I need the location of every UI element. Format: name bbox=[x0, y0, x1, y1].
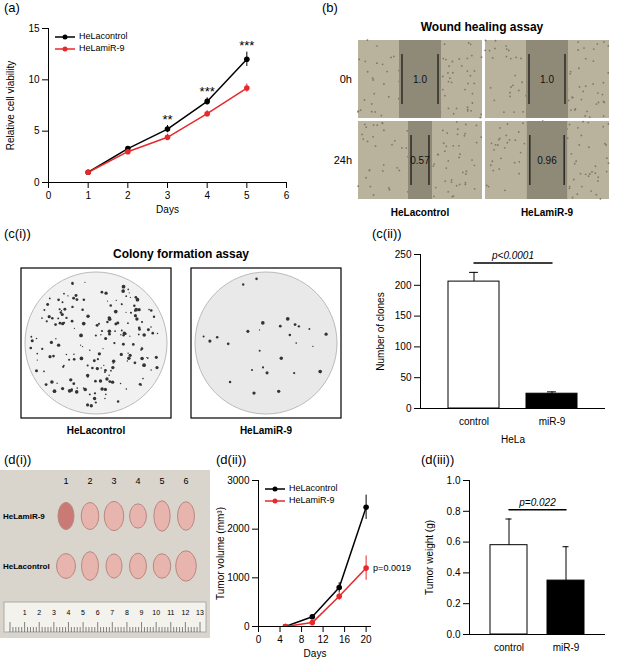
svg-text:11: 11 bbox=[167, 609, 174, 616]
svg-text:2: 2 bbox=[87, 476, 92, 486]
svg-text:***: *** bbox=[200, 84, 215, 99]
html-text:(d(ii)): (d(ii)) bbox=[216, 452, 247, 467]
svg-text:control: control bbox=[494, 642, 524, 653]
svg-text:**: ** bbox=[162, 112, 172, 127]
svg-text:12: 12 bbox=[181, 609, 189, 616]
html-text:(c(ii)): (c(ii)) bbox=[372, 226, 402, 241]
svg-text:15: 15 bbox=[28, 23, 40, 34]
svg-text:1.0: 1.0 bbox=[540, 74, 554, 85]
svg-text:16: 16 bbox=[339, 634, 351, 645]
svg-text:Relative cell viability: Relative cell viability bbox=[5, 61, 16, 150]
svg-text:p<0.0001: p<0.0001 bbox=[491, 250, 534, 261]
svg-text:24h: 24h bbox=[334, 154, 352, 166]
svg-text:0.96: 0.96 bbox=[537, 155, 557, 166]
svg-text:0.57: 0.57 bbox=[410, 155, 430, 166]
svg-text:1000: 1000 bbox=[227, 572, 250, 583]
svg-text:Days: Days bbox=[304, 648, 327, 659]
svg-text:***: *** bbox=[239, 38, 254, 53]
svg-text:HeLacontrol: HeLacontrol bbox=[391, 207, 450, 218]
svg-text:HeLacontrol: HeLacontrol bbox=[67, 425, 126, 436]
html-text:HeLacontrol: HeLacontrol bbox=[289, 483, 338, 493]
svg-text:150: 150 bbox=[395, 310, 412, 321]
svg-text:9: 9 bbox=[140, 609, 144, 616]
svg-text:10: 10 bbox=[152, 609, 160, 616]
svg-text:100: 100 bbox=[395, 341, 412, 352]
svg-text:0: 0 bbox=[256, 634, 262, 645]
svg-text:3: 3 bbox=[52, 609, 56, 616]
svg-text:4: 4 bbox=[135, 476, 140, 486]
svg-text:13: 13 bbox=[196, 609, 204, 616]
svg-text:6: 6 bbox=[183, 476, 188, 486]
svg-text:1: 1 bbox=[23, 609, 27, 616]
svg-text:0: 0 bbox=[406, 403, 412, 414]
svg-text:Tumor volume (mm³): Tumor volume (mm³) bbox=[215, 507, 226, 600]
svg-text:0h: 0h bbox=[340, 73, 352, 85]
svg-text:p=0.0019: p=0.0019 bbox=[373, 563, 411, 573]
svg-text:6: 6 bbox=[96, 609, 100, 616]
svg-text:20: 20 bbox=[361, 634, 373, 645]
svg-text:miR-9: miR-9 bbox=[553, 642, 580, 653]
svg-text:HeLamiR-9: HeLamiR-9 bbox=[240, 425, 293, 436]
svg-text:2000: 2000 bbox=[227, 523, 250, 534]
svg-text:0.4: 0.4 bbox=[447, 567, 461, 578]
svg-text:1.0: 1.0 bbox=[447, 475, 461, 486]
svg-text:Colony formation assay: Colony formation assay bbox=[113, 247, 249, 261]
svg-text:p=0.022: p=0.022 bbox=[518, 497, 556, 508]
svg-text:5: 5 bbox=[159, 476, 164, 486]
html-text:(a): (a) bbox=[4, 0, 20, 15]
html-text:HeLacontrol: HeLacontrol bbox=[79, 31, 128, 41]
svg-text:1: 1 bbox=[85, 190, 91, 201]
svg-text:Number of clones: Number of clones bbox=[375, 292, 386, 370]
svg-text:3: 3 bbox=[111, 476, 116, 486]
svg-text:0: 0 bbox=[244, 621, 250, 632]
svg-text:200: 200 bbox=[395, 280, 412, 291]
svg-text:8: 8 bbox=[299, 634, 305, 645]
html-text:(b): (b) bbox=[322, 0, 338, 15]
html-text:HeLamiR-9: HeLamiR-9 bbox=[289, 495, 335, 505]
svg-text:HeLamiR-9: HeLamiR-9 bbox=[521, 207, 574, 218]
svg-text:control: control bbox=[459, 416, 489, 427]
svg-text:50: 50 bbox=[400, 372, 412, 383]
svg-text:0.2: 0.2 bbox=[447, 598, 461, 609]
svg-text:5: 5 bbox=[81, 609, 85, 616]
svg-text:7: 7 bbox=[110, 609, 114, 616]
html-text:(c(i)): (c(i)) bbox=[4, 226, 31, 241]
svg-text:2: 2 bbox=[125, 190, 131, 201]
svg-text:2: 2 bbox=[37, 609, 41, 616]
svg-text:miR-9: miR-9 bbox=[539, 416, 566, 427]
svg-text:6: 6 bbox=[284, 190, 290, 201]
svg-text:0: 0 bbox=[46, 190, 52, 201]
svg-text:10: 10 bbox=[28, 74, 40, 85]
svg-text:HeLamiR-9: HeLamiR-9 bbox=[3, 512, 45, 521]
svg-text:1: 1 bbox=[63, 476, 68, 486]
svg-text:4: 4 bbox=[67, 609, 71, 616]
svg-text:12: 12 bbox=[318, 634, 330, 645]
svg-text:HeLa: HeLa bbox=[501, 434, 525, 445]
svg-text:8: 8 bbox=[125, 609, 129, 616]
html-text:(d(iii)): (d(iii)) bbox=[421, 452, 455, 467]
svg-text:0.6: 0.6 bbox=[447, 536, 461, 547]
html-text:(d(i)): (d(i)) bbox=[4, 452, 32, 467]
svg-text:3: 3 bbox=[165, 190, 171, 201]
svg-text:0.8: 0.8 bbox=[447, 506, 461, 517]
svg-text:Tumor weight (g): Tumor weight (g) bbox=[424, 520, 435, 595]
svg-text:Days: Days bbox=[156, 204, 179, 215]
svg-text:Wound healing assay: Wound healing assay bbox=[421, 20, 544, 34]
svg-text:4: 4 bbox=[277, 634, 283, 645]
svg-text:5: 5 bbox=[244, 190, 250, 201]
svg-text:4: 4 bbox=[204, 190, 210, 201]
svg-text:5: 5 bbox=[34, 125, 40, 136]
html-text:HeLamiR-9: HeLamiR-9 bbox=[79, 43, 125, 53]
svg-text:0: 0 bbox=[34, 177, 40, 188]
svg-text:0.0: 0.0 bbox=[447, 629, 461, 640]
svg-text:3000: 3000 bbox=[227, 475, 250, 486]
svg-text:1.0: 1.0 bbox=[413, 74, 427, 85]
svg-text:250: 250 bbox=[395, 249, 412, 260]
svg-text:HeLacontrol: HeLacontrol bbox=[3, 562, 50, 571]
